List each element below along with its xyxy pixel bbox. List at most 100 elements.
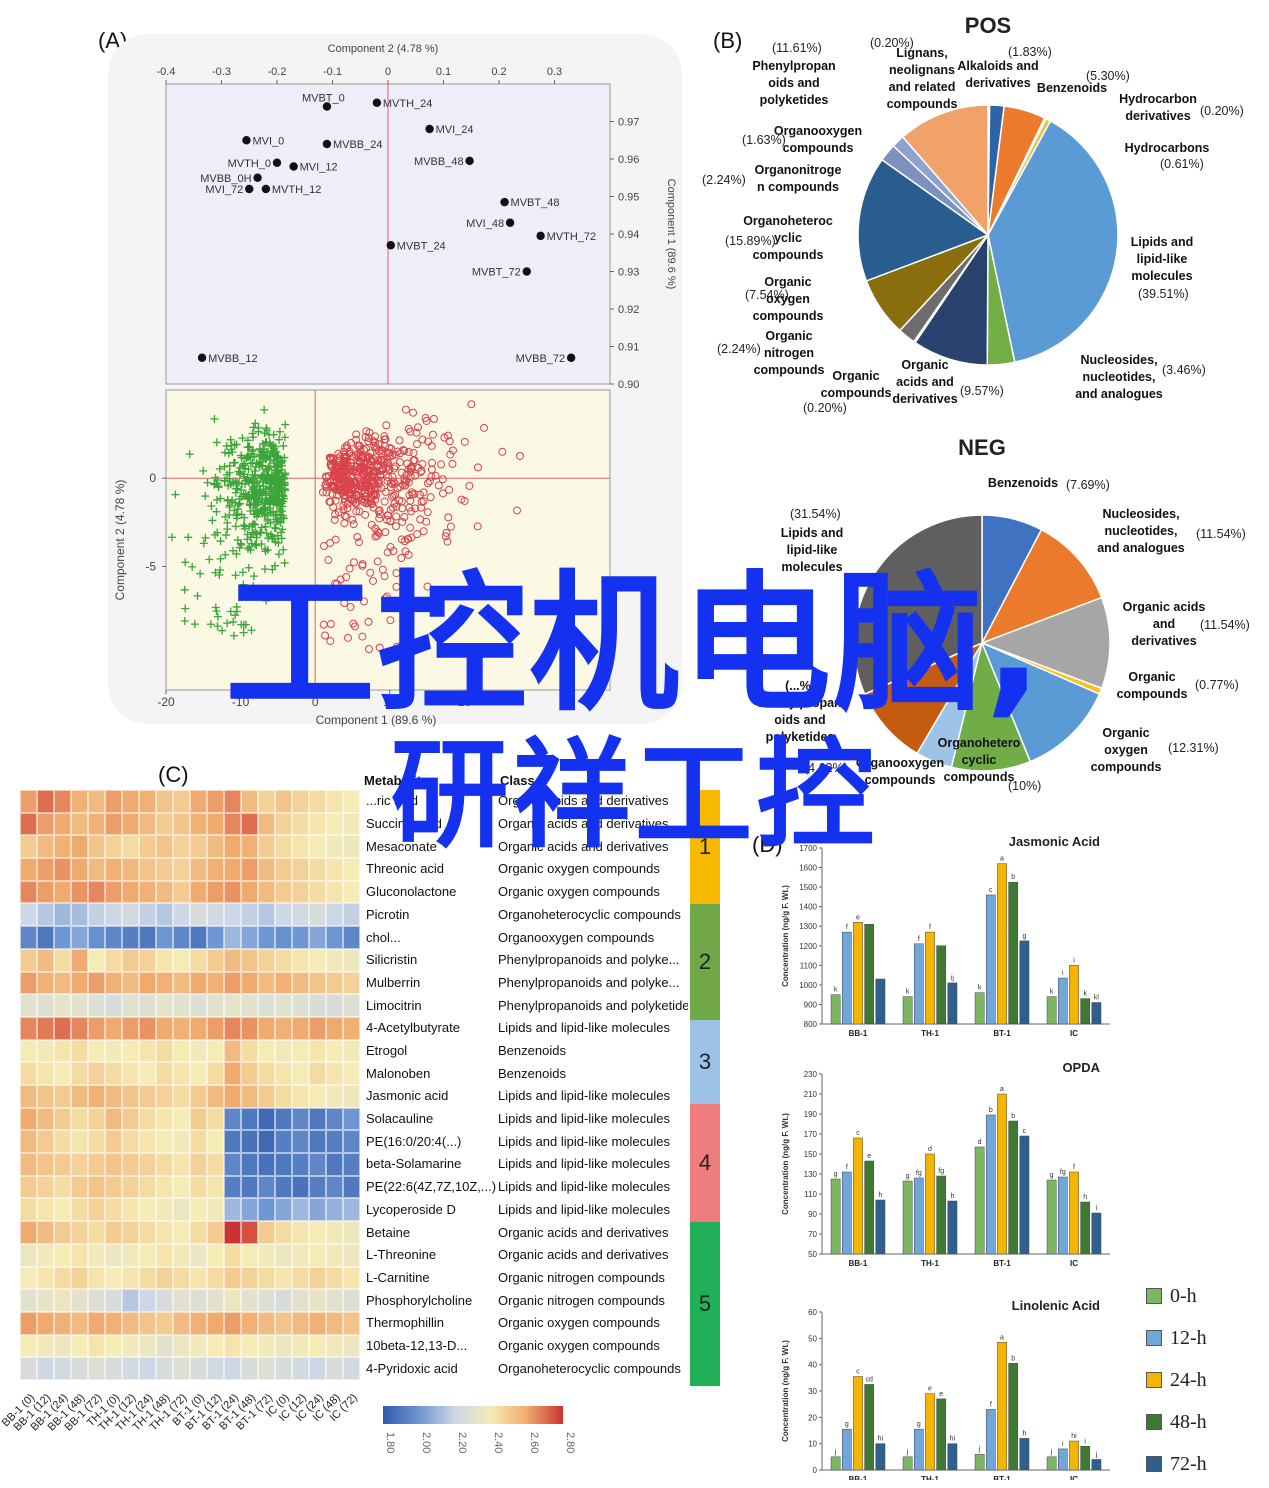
opda-chart-bar-letter: fg xyxy=(1060,1169,1066,1176)
green-cross-point xyxy=(279,441,288,450)
heatmap-cell xyxy=(54,812,71,836)
green-cross-point xyxy=(233,505,242,514)
heatmap-cell xyxy=(54,1153,71,1176)
heatmap-header-metabolites: Metabolites xyxy=(364,773,436,788)
green-cross-point xyxy=(214,483,223,492)
jasmonic-chart-bar-letter: f xyxy=(846,924,848,931)
jasmonic-chart-bar xyxy=(997,863,1007,1025)
loadings-x-tick-label: 0 xyxy=(385,66,391,78)
heatmap-row-metabolite: 4-Pyridoxic acid xyxy=(366,1360,458,1376)
pos-pie-slice-label: oids and xyxy=(768,76,819,90)
jasmonic-chart-y-tick-label: 1600 xyxy=(799,864,817,873)
heatmap-row-metabolite: Mesaconate xyxy=(366,838,437,854)
green-cross-point xyxy=(249,582,258,591)
linolenic-chart-bar-letter: g xyxy=(917,1421,921,1428)
red-circle-point xyxy=(428,430,437,439)
heatmap-row-class: Benzenoids xyxy=(498,1042,566,1058)
heatmap-cell xyxy=(343,835,360,859)
green-cross-point xyxy=(251,419,260,428)
cluster-bar: 4 xyxy=(690,1104,720,1222)
heatmap-cell xyxy=(207,1221,224,1244)
heatmap-row-metabolite: Mulberrin xyxy=(366,974,421,990)
opda-chart-bar xyxy=(1057,1176,1068,1255)
red-circle-point xyxy=(330,472,339,481)
green-cross-point xyxy=(224,449,233,458)
pos-pie-slice-label: and related xyxy=(889,80,956,94)
heatmap-cell xyxy=(190,1334,207,1358)
heatmap-row-metabolite: Gluconolactone xyxy=(366,884,457,900)
heatmap-cell xyxy=(343,812,360,836)
green-cross-point xyxy=(274,550,283,559)
heatmap-cell xyxy=(122,1039,139,1063)
heatmap-cell xyxy=(105,1175,122,1199)
heatmap-cell xyxy=(224,1221,241,1244)
heatmap-cell xyxy=(258,1153,275,1176)
red-circle-point xyxy=(428,458,437,467)
red-circle-point xyxy=(373,527,382,536)
red-circle-point xyxy=(406,496,415,505)
red-circle-point xyxy=(423,479,432,488)
heatmap-cell xyxy=(275,926,292,949)
heatmap-cell xyxy=(139,994,156,1017)
red-circle-point xyxy=(446,450,455,459)
red-circle-point xyxy=(331,471,340,480)
green-cross-point xyxy=(251,506,260,515)
heatmap-cell xyxy=(156,948,173,972)
heatmap-cell xyxy=(156,1153,173,1176)
heatmap-cell xyxy=(71,1153,88,1176)
red-circle-point xyxy=(328,463,337,472)
green-cross-point xyxy=(212,438,221,447)
heatmap-cell xyxy=(207,1062,224,1085)
heatmap-cell xyxy=(292,1175,309,1199)
heatmap-row-class: Organooxygen compounds xyxy=(498,929,655,945)
red-circle-point xyxy=(434,481,443,490)
neg-pie-slice-label: compounds xyxy=(944,770,1015,784)
pos-pie-slice-label: Organooxygen xyxy=(774,124,862,138)
green-cross-point xyxy=(225,501,234,510)
heatmap-cell xyxy=(207,903,224,927)
pos-pie-slice-label: Alkaloids and xyxy=(957,59,1038,73)
heatmap-cell xyxy=(37,835,54,859)
heatmap-cell xyxy=(326,1311,343,1335)
heatmap-cell xyxy=(71,1130,88,1154)
loading-point-label: MVBT_0 xyxy=(302,93,345,105)
red-circle-point xyxy=(421,414,430,423)
heatmap-cell xyxy=(190,1016,207,1040)
heatmap-cell xyxy=(71,926,88,949)
neg-pie-slice-label: Phenylpropan xyxy=(758,696,841,710)
heatmap-cell xyxy=(343,1062,360,1085)
red-circle-point xyxy=(375,510,384,519)
neg-pie-slice-label: compounds xyxy=(1117,687,1188,701)
linolenic-chart-bar-letter: i xyxy=(1062,1441,1064,1448)
heatmap-cell xyxy=(139,1175,156,1199)
heatmap-cell xyxy=(20,971,37,995)
heatmap-cell xyxy=(292,994,309,1017)
red-circle-point xyxy=(383,548,392,557)
green-cross-point xyxy=(231,522,240,531)
legend-item: 72-h xyxy=(1146,1443,1207,1485)
neg-pie-slice-label: compounds xyxy=(1091,760,1162,774)
green-cross-point xyxy=(279,491,288,500)
heatmap-cell xyxy=(275,1107,292,1131)
green-cross-point xyxy=(280,433,289,442)
heatmap-cell xyxy=(309,790,326,813)
neg-pie-title: NEG xyxy=(958,435,1006,460)
heatmap-cell xyxy=(190,1175,207,1199)
linolenic-chart-bar xyxy=(853,1376,863,1471)
jasmonic-chart-bar xyxy=(830,994,841,1025)
loadings-x-tick-label: -0.3 xyxy=(212,66,231,78)
neg-pie-slice-label: Organohetero xyxy=(938,736,1021,750)
heatmap-cell xyxy=(139,1198,156,1222)
red-circle-point xyxy=(319,620,328,629)
heatmap-cell xyxy=(122,903,139,927)
heatmap-cell xyxy=(241,858,258,881)
panel-d-label: (D) xyxy=(752,832,783,857)
red-circle-point xyxy=(322,488,331,497)
green-cross-point xyxy=(196,569,205,578)
colorbar-rect xyxy=(383,1406,563,1424)
linolenic-chart-bar xyxy=(1091,1459,1102,1471)
heatmap-cell xyxy=(224,1130,241,1154)
jasmonic-chart-bar xyxy=(985,894,996,1025)
green-cross-point xyxy=(241,620,250,629)
red-circle-point xyxy=(401,576,410,585)
